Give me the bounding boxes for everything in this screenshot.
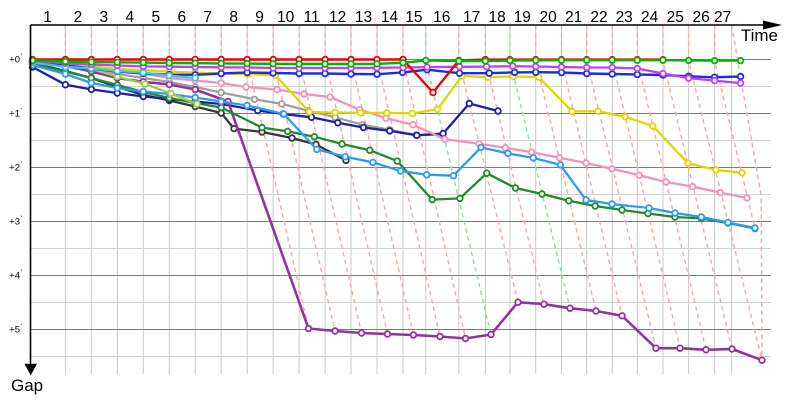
svg-text:22: 22: [590, 9, 607, 26]
svg-text:+5: +5: [9, 325, 20, 336]
svg-text:23: 23: [616, 9, 633, 26]
svg-text:': ': [21, 54, 22, 61]
svg-text:+0: +0: [9, 55, 20, 66]
svg-text:1: 1: [43, 9, 52, 26]
svg-text:25: 25: [667, 9, 684, 26]
svg-text:': ': [21, 270, 22, 277]
svg-text:5: 5: [151, 9, 160, 26]
svg-text:26: 26: [692, 9, 709, 26]
svg-text:4: 4: [125, 9, 134, 26]
svg-text:12: 12: [329, 9, 346, 26]
svg-text:17: 17: [463, 9, 480, 26]
svg-text:': ': [21, 162, 22, 169]
svg-text:2: 2: [74, 9, 83, 26]
svg-text:13: 13: [355, 9, 372, 26]
svg-text:+3: +3: [9, 217, 20, 228]
svg-text:18: 18: [488, 9, 505, 26]
svg-text:8: 8: [229, 9, 238, 26]
svg-text:21: 21: [565, 9, 582, 26]
svg-text:6: 6: [177, 9, 186, 26]
svg-text:+4: +4: [9, 271, 20, 282]
svg-text:7: 7: [203, 9, 212, 26]
svg-text:11: 11: [304, 9, 320, 26]
svg-text:27: 27: [714, 9, 731, 26]
svg-text:15: 15: [405, 9, 422, 26]
svg-text:': ': [21, 108, 22, 115]
svg-text:19: 19: [514, 9, 531, 26]
svg-text:24: 24: [641, 9, 659, 26]
svg-text:+1: +1: [9, 109, 20, 120]
svg-text:Time: Time: [741, 26, 778, 45]
svg-text:16: 16: [433, 9, 450, 26]
svg-text:20: 20: [539, 9, 557, 26]
svg-text:Gap: Gap: [11, 376, 43, 395]
svg-text:': ': [21, 324, 22, 331]
svg-text:': ': [21, 216, 22, 223]
svg-text:9: 9: [255, 9, 264, 26]
svg-text:3: 3: [99, 9, 108, 26]
svg-text:10: 10: [277, 9, 295, 26]
svg-text:+2: +2: [9, 163, 20, 174]
svg-text:14: 14: [381, 9, 399, 26]
